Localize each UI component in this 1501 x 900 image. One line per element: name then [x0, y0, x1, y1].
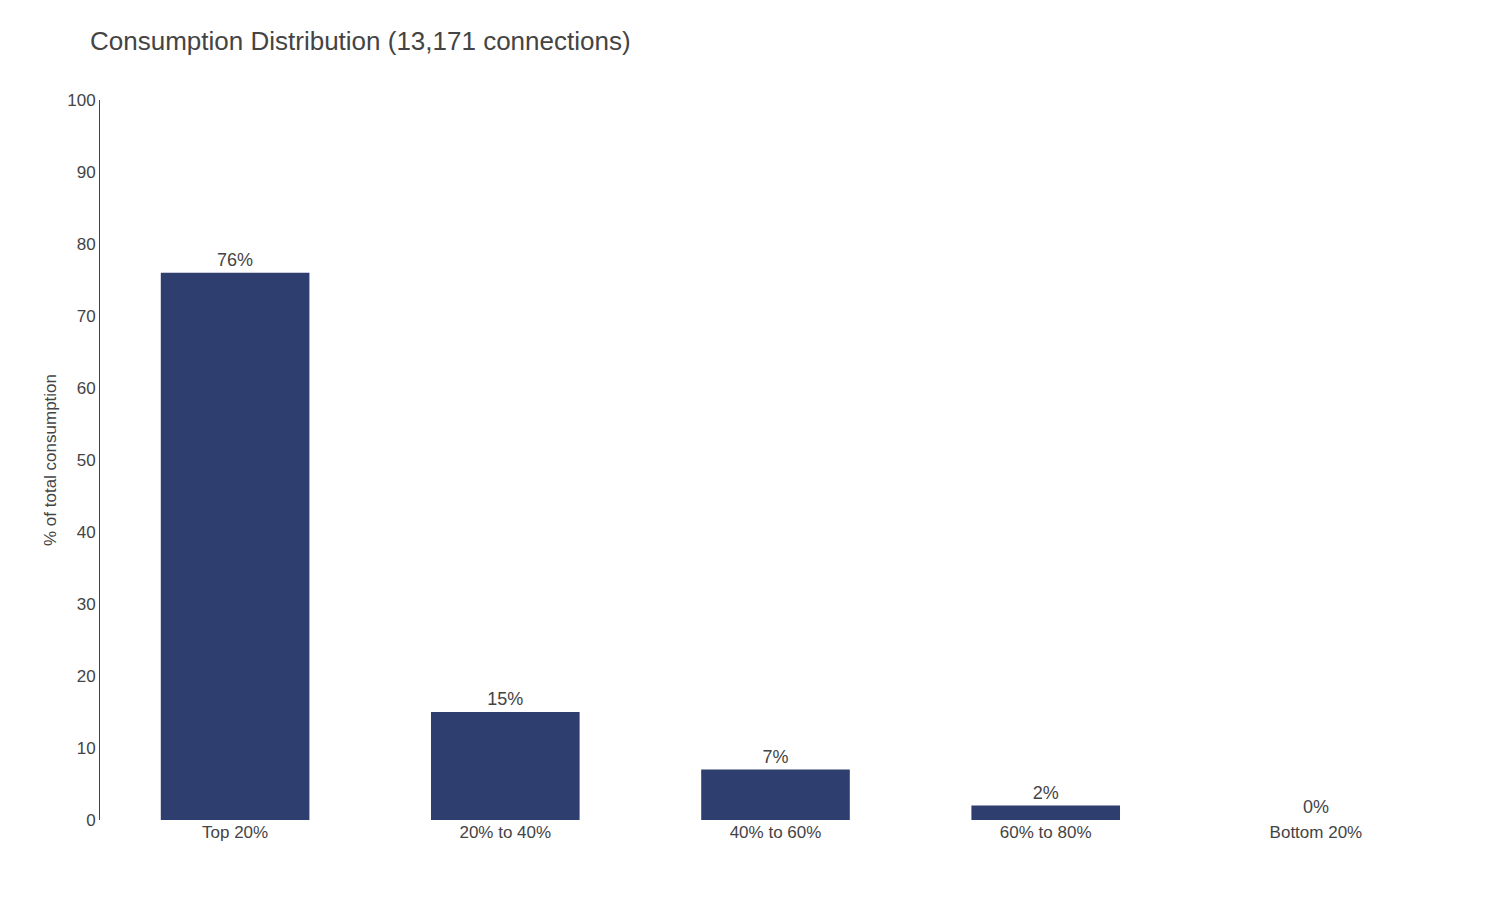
svg-text:20: 20 [77, 667, 96, 686]
svg-text:15%: 15% [487, 689, 523, 709]
svg-text:40% to 60%: 40% to 60% [730, 823, 822, 842]
svg-text:30: 30 [77, 595, 96, 614]
svg-text:0%: 0% [1303, 797, 1329, 817]
svg-text:90: 90 [77, 163, 96, 182]
svg-text:60% to 80%: 60% to 80% [1000, 823, 1092, 842]
svg-text:Bottom 20%: Bottom 20% [1270, 823, 1363, 842]
svg-text:20% to 40%: 20% to 40% [459, 823, 551, 842]
svg-text:80: 80 [77, 235, 96, 254]
svg-text:40: 40 [77, 523, 96, 542]
svg-text:0: 0 [86, 811, 95, 830]
svg-text:7%: 7% [762, 747, 788, 767]
svg-text:2%: 2% [1033, 783, 1059, 803]
svg-text:60: 60 [77, 379, 96, 398]
svg-text:76%: 76% [217, 250, 253, 270]
svg-text:10: 10 [77, 739, 96, 758]
svg-text:% of total consumption: % of total consumption [41, 374, 60, 546]
svg-text:50: 50 [77, 451, 96, 470]
svg-text:70: 70 [77, 307, 96, 326]
svg-text:Consumption Distribution (13,1: Consumption Distribution (13,171 connect… [90, 26, 631, 56]
svg-text:Top 20%: Top 20% [202, 823, 268, 842]
svg-text:100: 100 [67, 91, 95, 110]
